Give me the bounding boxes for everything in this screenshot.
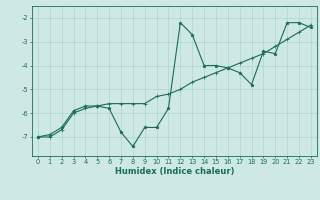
X-axis label: Humidex (Indice chaleur): Humidex (Indice chaleur) (115, 167, 234, 176)
